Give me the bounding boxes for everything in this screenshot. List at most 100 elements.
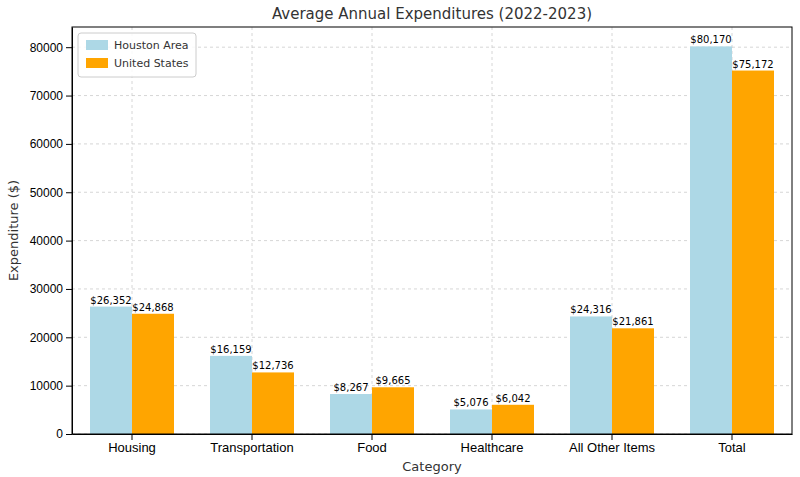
y-grid-line: [72, 337, 792, 338]
y-tick-mark: [66, 47, 72, 48]
data-label: $9,665: [376, 375, 411, 386]
y-tick: 40000: [30, 234, 72, 248]
data-label: $24,868: [132, 302, 173, 313]
x-grid-line: [372, 27, 373, 434]
x-grid-line: [492, 27, 493, 434]
chart-svg: 0 10000 20000 30000 40000 50000 60000 70000 8000…: [0, 0, 800, 477]
bar: [612, 328, 654, 434]
legend: Houston Area United States: [78, 33, 196, 77]
data-label: $8,267: [334, 382, 369, 393]
bar: [570, 316, 612, 434]
y-tick: 80000: [30, 41, 72, 55]
y-tick-mark: [66, 241, 72, 242]
grid: [72, 27, 792, 434]
x-tick-mark: [732, 434, 733, 440]
y-tick: 70000: [30, 89, 72, 103]
x-tick: Healthcare: [461, 434, 524, 455]
data-label: $24,316: [570, 304, 611, 315]
legend-swatch: [86, 40, 108, 50]
bar: [492, 405, 534, 434]
y-tick: 0: [56, 427, 72, 441]
data-labels: $26,352 $16,159 $8,267 $5,076 $24,316 $80,170…: [90, 34, 773, 408]
x-axis-title: Category: [402, 459, 462, 474]
x-tick-mark: [372, 434, 373, 440]
y-tick-mark: [66, 192, 72, 193]
bar: [450, 409, 492, 434]
y-tick-mark: [66, 144, 72, 145]
bar: [252, 372, 294, 434]
y-tick-label: 70000: [30, 89, 64, 103]
y-tick: 60000: [30, 137, 72, 151]
bar: [210, 356, 252, 434]
bar: [690, 46, 732, 434]
data-label: $12,736: [252, 360, 293, 371]
y-axis: 0 10000 20000 30000 40000 50000 60000 70000 8000…: [30, 28, 73, 442]
x-axis: Housing Transportation Food Healthcare All O…: [73, 434, 793, 455]
plot-frame: [72, 27, 792, 434]
y-tick-label: 0: [56, 427, 63, 441]
y-tick-label: 40000: [30, 234, 64, 248]
x-tick-label: Transportation: [210, 440, 293, 455]
y-tick-label: 60000: [30, 137, 64, 151]
y-grid-line: [72, 240, 792, 241]
data-label: $26,352: [90, 295, 131, 306]
y-tick-mark: [66, 96, 72, 97]
bar: [90, 307, 132, 434]
bar: [372, 387, 414, 434]
y-tick: 10000: [30, 379, 72, 393]
data-label: $6,042: [496, 393, 531, 404]
y-tick-mark: [66, 386, 72, 387]
x-tick: Food: [357, 434, 387, 455]
y-grid-line: [72, 143, 792, 144]
x-tick: Transportation: [210, 434, 293, 455]
chart-title: Average Annual Expenditures (2022-2023): [272, 5, 592, 23]
x-tick-label: Healthcare: [461, 440, 524, 455]
y-tick-label: 20000: [30, 331, 64, 345]
y-tick-mark: [66, 289, 72, 290]
data-label: $21,861: [612, 316, 653, 327]
y-axis-line: [72, 28, 73, 435]
x-tick-label: Food: [357, 440, 387, 455]
bar: [132, 314, 174, 434]
legend-label: United States: [114, 57, 189, 70]
y-tick-label: 50000: [30, 186, 64, 200]
y-tick-label: 80000: [30, 41, 64, 55]
y-tick: 50000: [30, 186, 72, 200]
y-tick-mark: [66, 337, 72, 338]
data-label: $80,170: [690, 34, 731, 45]
y-grid-line: [72, 95, 792, 96]
x-tick: All Other Items: [569, 434, 655, 455]
y-grid-line: [72, 192, 792, 193]
plot: 0 10000 20000 30000 40000 50000 60000 70000 8000…: [30, 27, 793, 455]
x-tick-mark: [252, 434, 253, 440]
y-tick-label: 30000: [30, 282, 64, 296]
chart-container: 0 10000 20000 30000 40000 50000 60000 70000 8000…: [0, 0, 800, 477]
legend-label: Houston Area: [114, 39, 189, 52]
data-label: $75,172: [732, 59, 773, 70]
legend-item: Houston Area: [86, 39, 189, 52]
y-tick-mark: [66, 434, 72, 435]
x-tick-label: Total: [718, 440, 746, 455]
x-tick-mark: [492, 434, 493, 440]
y-tick: 20000: [30, 331, 72, 345]
data-label: $16,159: [210, 344, 251, 355]
legend-box: [78, 33, 196, 77]
y-tick-label: 10000: [30, 379, 64, 393]
x-tick-mark: [612, 434, 613, 440]
legend-item: United States: [86, 57, 189, 70]
legend-swatch: [86, 58, 108, 68]
bar: [330, 394, 372, 434]
bars: [90, 46, 774, 434]
y-axis-title: Expenditure ($): [6, 180, 21, 281]
x-tick-mark: [132, 434, 133, 440]
x-tick: Total: [718, 434, 746, 455]
x-axis-line: [73, 434, 793, 435]
y-grid-line: [72, 385, 792, 386]
x-tick-label: Housing: [108, 440, 156, 455]
x-tick: Housing: [108, 434, 156, 455]
bar: [732, 71, 774, 434]
y-tick: 30000: [30, 282, 72, 296]
y-grid-line: [72, 288, 792, 289]
data-label: $5,076: [454, 397, 489, 408]
x-tick-label: All Other Items: [569, 440, 655, 455]
